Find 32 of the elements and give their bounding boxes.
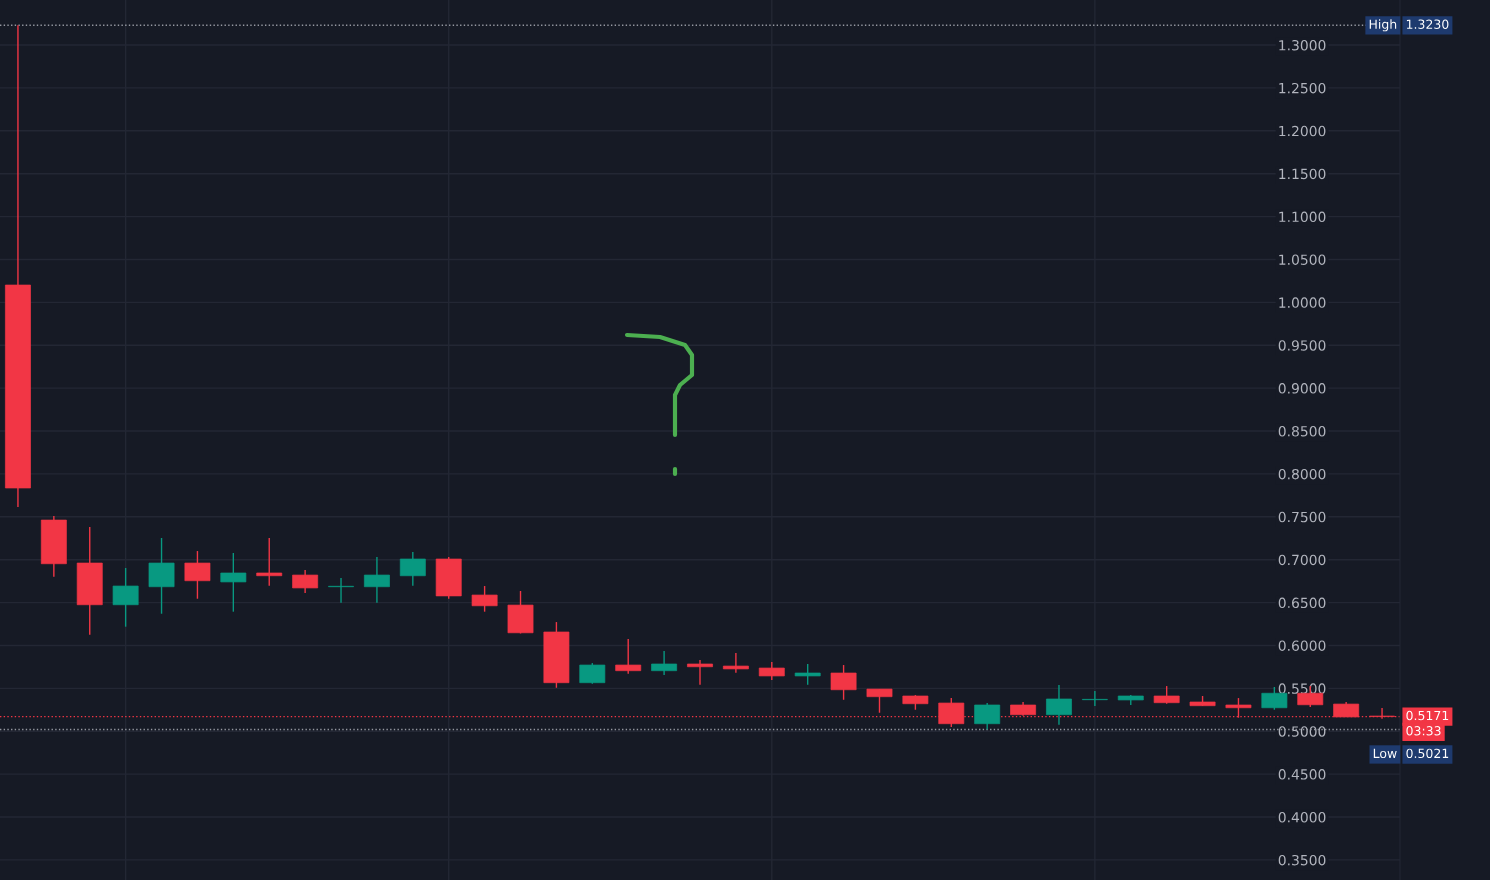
y-tick-label: 0.6500 xyxy=(1278,597,1326,609)
y-tick-label: 1.0500 xyxy=(1279,254,1326,265)
candlestick xyxy=(256,537,283,587)
candlestick xyxy=(687,659,713,686)
y-tick-label: 1.2500 xyxy=(1279,82,1326,94)
y-tick-label: 0.6000 xyxy=(1278,640,1326,651)
y-tick-label: 0.7000 xyxy=(1278,554,1326,566)
annotation: Low xyxy=(1373,748,1397,759)
ref-line-label: 0.5171 xyxy=(1406,710,1449,721)
candlestick xyxy=(1081,690,1108,707)
y-tick-label: 0.8000 xyxy=(1278,468,1326,480)
ref-line-label: 1.3230 xyxy=(1406,19,1449,29)
y-tick-label: 0.9000 xyxy=(1278,383,1326,394)
y-tick-label: 0.3500 xyxy=(1278,854,1326,866)
y-tick-label: 0.5000 xyxy=(1278,726,1326,737)
candlestick xyxy=(615,638,642,675)
candlestick xyxy=(328,577,354,604)
text: 03:33 xyxy=(1406,726,1441,736)
y-tick-label: 1.2000 xyxy=(1279,125,1326,137)
y-tick-label: 0.4500 xyxy=(1278,769,1326,780)
y-tick-label: 0.9500 xyxy=(1278,340,1326,351)
y-tick-label: 1.0000 xyxy=(1279,297,1326,308)
candlestick xyxy=(794,663,821,686)
y-tick-label: 0.7500 xyxy=(1278,511,1326,523)
y-tick-label: 1.3000 xyxy=(1279,40,1326,51)
ref-line-label: 0.5021 xyxy=(1406,748,1449,759)
annotation: High xyxy=(1369,19,1397,32)
y-tick-label: 1.1000 xyxy=(1279,211,1326,223)
y-tick-label: 0.4000 xyxy=(1278,812,1326,823)
y-tick-label: 1.1500 xyxy=(1279,168,1326,180)
y-tick-label: 0.8500 xyxy=(1278,426,1326,437)
candlestick xyxy=(220,552,247,613)
